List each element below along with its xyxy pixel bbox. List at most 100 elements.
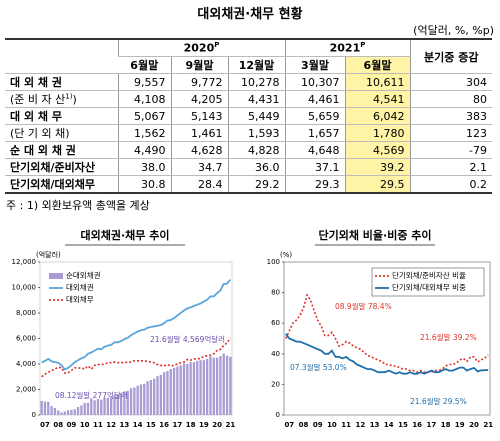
legend-swatch (49, 273, 63, 279)
bar (182, 363, 186, 415)
bar (57, 410, 60, 415)
series-line (41, 337, 231, 378)
bar (90, 398, 93, 415)
bar (50, 406, 53, 415)
bar (83, 402, 86, 415)
bar (225, 355, 229, 415)
value-cell: 1,562 (117, 124, 171, 142)
bar (186, 364, 189, 415)
table-row: 단기외채/대외채무 30.8 28.4 29.2 29.3 29.5 0.2 (5, 175, 492, 194)
plot-frame (283, 261, 491, 416)
year: 2020 (183, 41, 215, 55)
x-tick-label: 09 (67, 421, 77, 429)
value-cell: 5,449 (227, 107, 285, 125)
x-tick-label: 16 (412, 421, 422, 429)
x-tick-label: 15 (398, 421, 408, 429)
value-cell: 5,143 (170, 107, 228, 125)
y-tick-label: 4,000 (16, 360, 36, 368)
x-tick-label: 17 (173, 421, 183, 429)
table-row: (단 기 외 채) 1,562 1,461 1,593 1,657 1,780 123 (5, 124, 492, 142)
bar (136, 385, 139, 415)
year: 2021 (329, 41, 361, 55)
value-cell: 4,628 (170, 141, 228, 159)
legend-label: 단기외채/대외채무 비중 (392, 282, 466, 292)
change-cell: 383 (409, 107, 492, 125)
legend-label: 단기외채/준비자산 비율 (392, 270, 466, 280)
bar (172, 367, 176, 415)
value-cell: 6,042 (344, 107, 410, 125)
bar (129, 388, 133, 415)
y-tick-label: 8,000 (16, 309, 36, 317)
bar (146, 381, 149, 415)
value-cell: 5,659 (284, 107, 345, 125)
value-cell: 9,772 (170, 73, 228, 91)
y-tick-label: 2,000 (16, 386, 36, 394)
legend-label: 대외채권 (66, 282, 94, 292)
footnote-mark: 1) (65, 92, 73, 101)
bar (192, 362, 196, 415)
chart-title: 단기외채 비율·비중 추이 (318, 228, 431, 242)
y-tick-label: 60 (271, 319, 280, 327)
bar (166, 371, 169, 415)
series-line (285, 293, 489, 374)
unit: (억달러, %, %p) (413, 24, 494, 37)
x-tick-label: 12 (106, 421, 116, 429)
month-header: 9월말 (170, 56, 228, 74)
value-cell: 4,569 (344, 141, 410, 159)
legend-label: 순대외채권 (66, 270, 101, 280)
year-header: 2020P (117, 38, 285, 57)
bar (96, 399, 100, 415)
x-tick-label: 17 (427, 421, 437, 429)
annotation: 21.6월말 39.2% (420, 332, 477, 342)
bar (60, 412, 63, 415)
change-cell: 0.2 (409, 175, 492, 194)
legend-box (371, 267, 485, 297)
value-cell: 9,557 (117, 73, 171, 91)
x-tick-label: 12 (355, 421, 365, 429)
bar (189, 362, 192, 415)
bar (229, 356, 232, 415)
y-tick-label: 12,000 (12, 258, 37, 266)
series-line (41, 279, 231, 371)
month-header: 6월말 (118, 56, 171, 74)
value-cell: 1,461 (170, 124, 228, 142)
value-cell: 38.0 (117, 158, 171, 176)
bar (139, 384, 143, 415)
chart-title: 대외채권·채무 추이 (81, 228, 170, 242)
bar (103, 397, 106, 415)
table-row: 대 외 채 무 5,067 5,143 5,449 5,659 6,042 383 (5, 107, 492, 125)
bar (113, 395, 116, 415)
y-tick-label: 6,000 (16, 335, 36, 343)
y-unit: (억달러) (36, 250, 61, 259)
value-cell: 10,611 (344, 73, 410, 91)
value-cell: 34.7 (170, 158, 228, 176)
month-header: 12월말 (227, 56, 285, 74)
bar (40, 400, 43, 415)
bar (86, 402, 90, 415)
bar (143, 383, 146, 415)
year-header: 2021P (284, 38, 410, 57)
bar (212, 357, 215, 415)
year-mark: P (214, 41, 220, 50)
value-cell: 4,541 (344, 90, 410, 108)
y-tick-label: 100 (267, 258, 280, 266)
x-tick-label: 08 (299, 421, 309, 429)
bar (133, 387, 136, 415)
row-label: 순 대 외 채 권 (5, 141, 118, 159)
bar (106, 397, 110, 415)
bar (80, 405, 83, 415)
table-title: 대외채권·채무 현황 (197, 7, 303, 22)
month-header: 6월말 (344, 56, 410, 74)
bar (100, 399, 103, 415)
bar (159, 374, 162, 415)
value-cell: 36.0 (227, 158, 285, 176)
value-cell: 5,067 (117, 107, 171, 125)
annotation: 08.9월말 78.4% (335, 301, 392, 311)
x-tick-label: 16 (159, 421, 169, 429)
x-tick-label: 15 (146, 421, 156, 429)
x-tick-label: 21 (225, 421, 235, 429)
note: 주 : 1) 외환보유액 총액을 계상 (6, 199, 150, 212)
x-tick-label: 20 (469, 421, 479, 429)
bar (206, 358, 209, 415)
value-cell: 39.2 (344, 158, 410, 176)
